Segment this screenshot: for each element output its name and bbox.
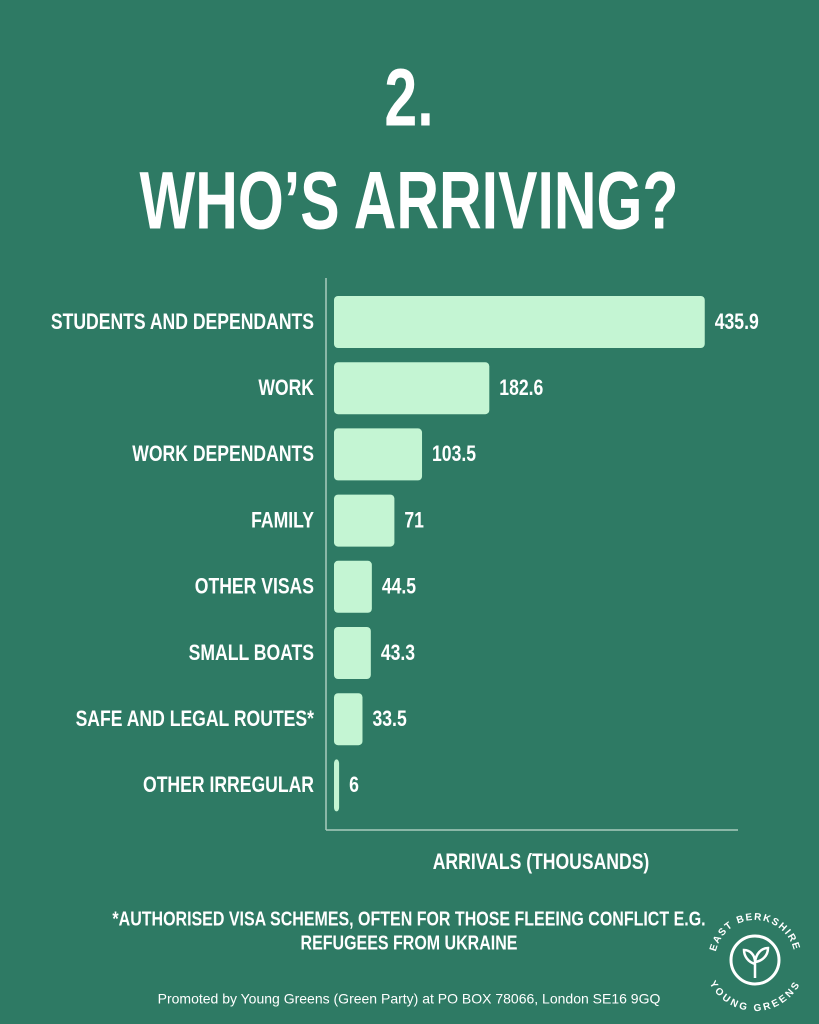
value-label: 435.9 [715, 310, 759, 334]
value-label: 43.3 [381, 641, 415, 665]
credit: Promoted by Young Greens (Green Party) a… [158, 991, 661, 1007]
bar [334, 759, 340, 812]
chart-title: WHO’S ARRIVING? [140, 155, 679, 247]
bar [334, 362, 490, 415]
logo-ring [729, 934, 781, 986]
value-label: 33.5 [372, 707, 406, 731]
bar [334, 428, 423, 481]
footnote: *AUTHORISED VISA SCHEMES, OFTEN FOR THOS… [112, 908, 705, 930]
value-label: 6 [349, 773, 359, 797]
value-label: 44.5 [382, 575, 416, 599]
x-axis-label: ARRIVALS (THOUSANDS) [433, 850, 650, 874]
heading: 2. [384, 52, 433, 144]
bar [334, 693, 363, 746]
category-label: OTHER VISAS [195, 575, 314, 599]
category-label: WORK DEPENDANTS [132, 442, 314, 466]
value-label: 71 [404, 509, 424, 533]
category-label: WORK [258, 376, 314, 400]
bar [334, 296, 705, 348]
category-label: SAFE AND LEGAL ROUTES* [76, 707, 315, 731]
bar [334, 627, 371, 679]
logo-leaf [742, 946, 770, 978]
value-label: 182.6 [499, 376, 543, 400]
category-label: OTHER IRREGULAR [143, 773, 314, 797]
category-label: STUDENTS AND DEPENDANTS [51, 310, 314, 334]
value-label: 103.5 [432, 442, 476, 466]
bar [334, 560, 372, 613]
footnote: REFUGEES FROM UKRAINE [301, 932, 518, 954]
bar [334, 494, 395, 547]
category-label: SMALL BOATS [189, 641, 314, 665]
category-label: FAMILY [251, 509, 314, 533]
